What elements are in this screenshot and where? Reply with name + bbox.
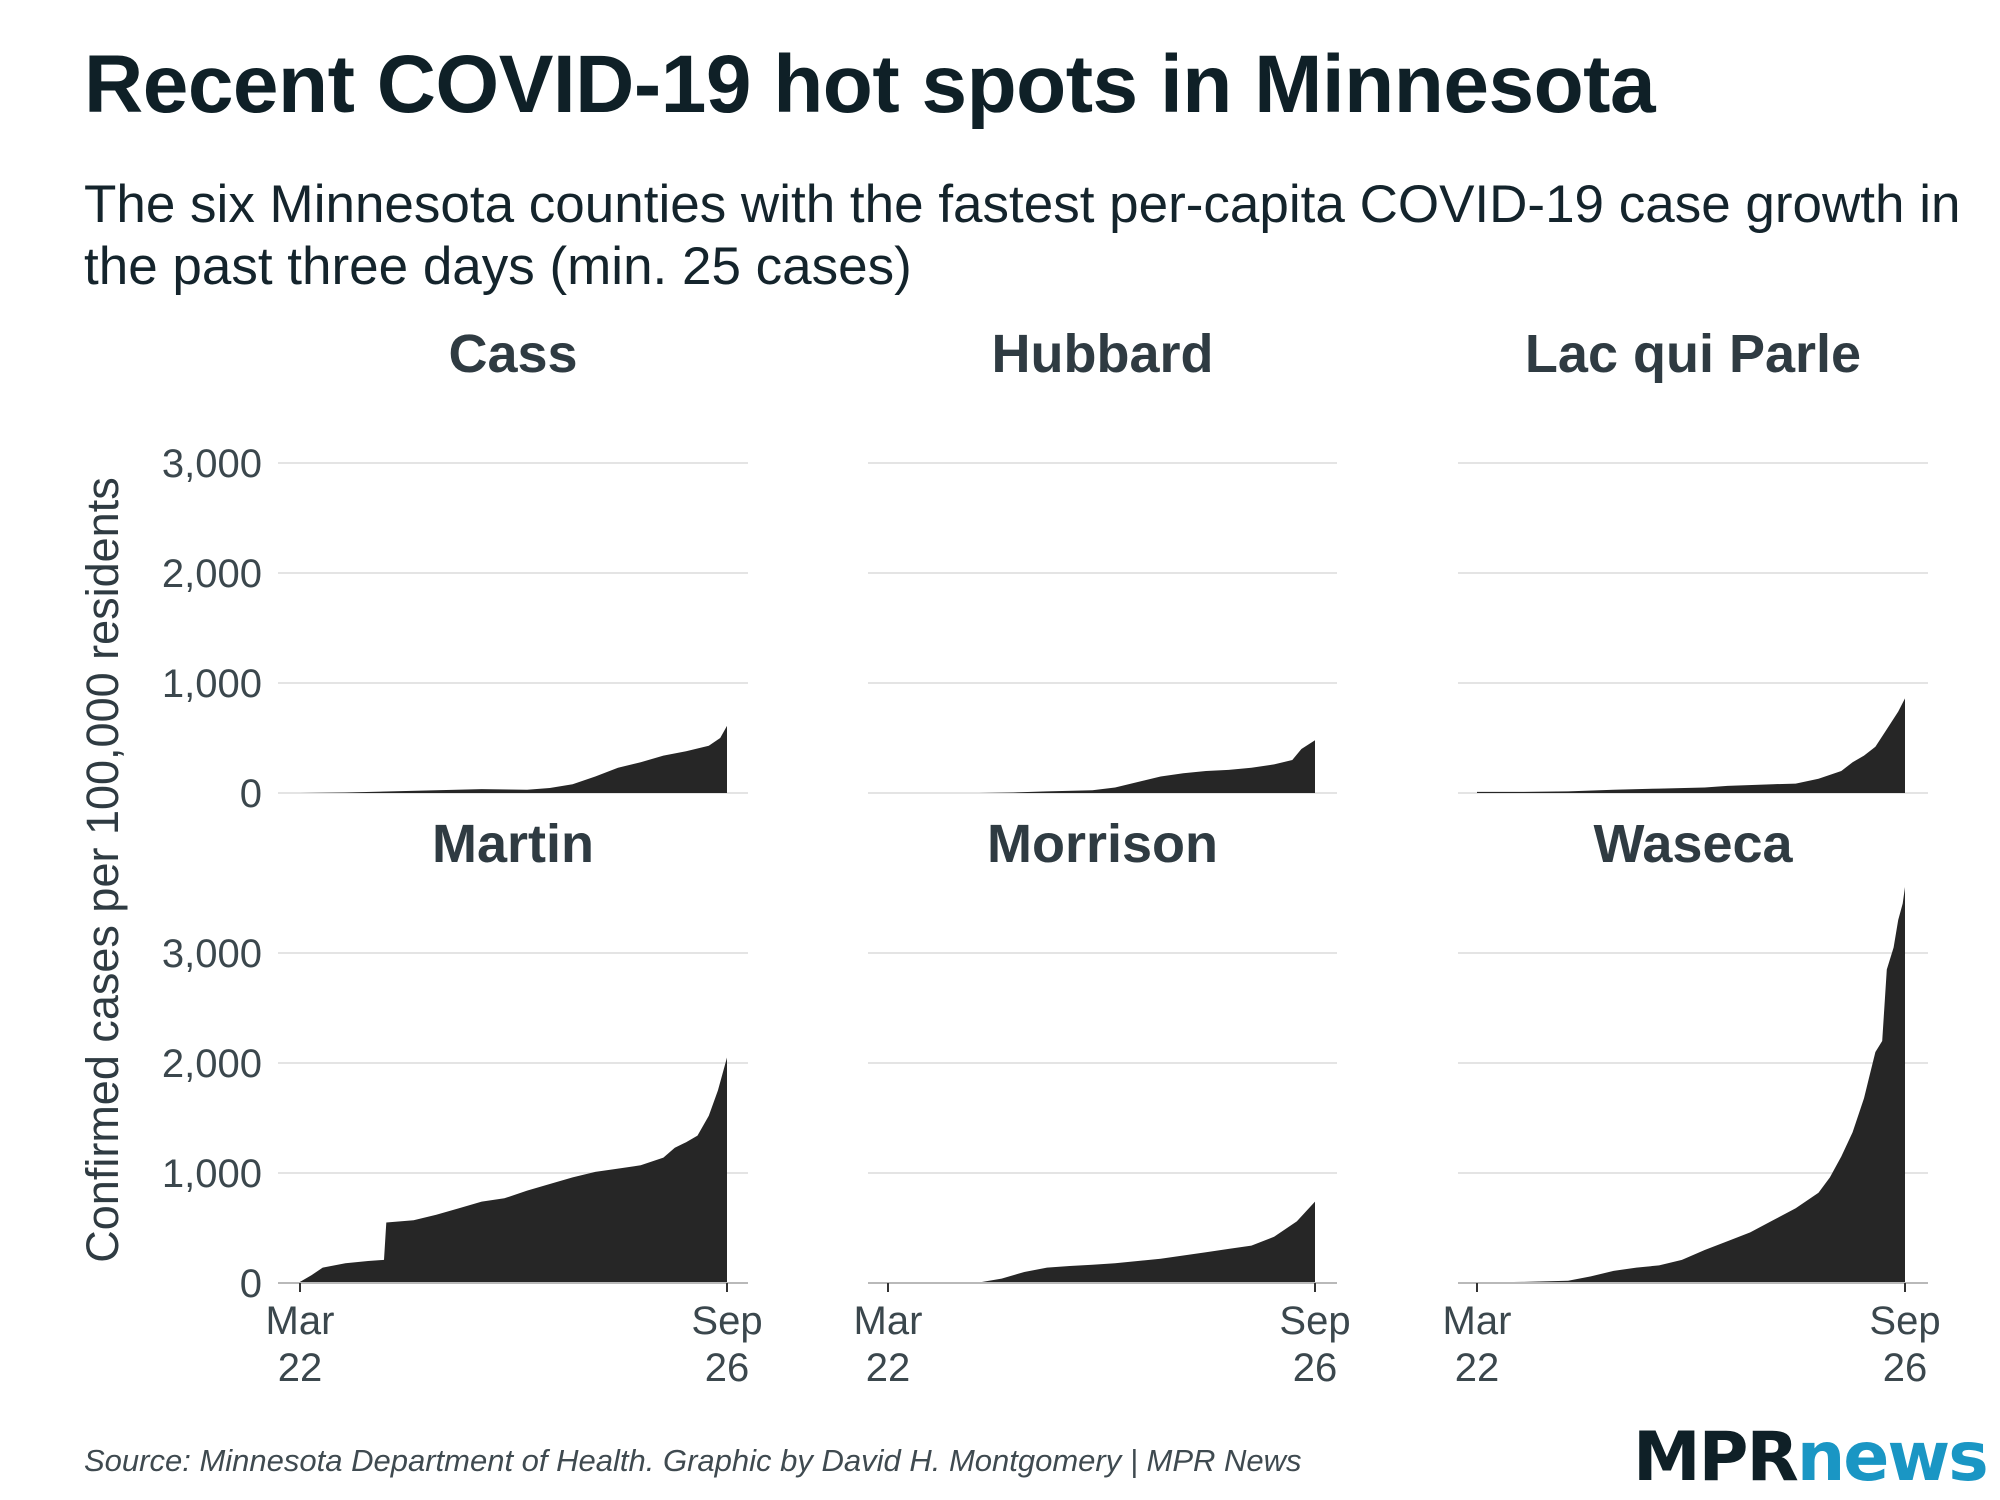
y-tick-label: 1,000 bbox=[162, 662, 262, 706]
panel-title: Morrison bbox=[987, 814, 1218, 874]
x-tick-label-month: Sep bbox=[1869, 1299, 1940, 1343]
y-tick-label: 0 bbox=[240, 772, 262, 816]
chart-subtitle: The six Minnesota counties with the fast… bbox=[84, 175, 1961, 296]
x-tick-label-day: 22 bbox=[278, 1346, 323, 1390]
panel-title: Lac qui Parle bbox=[1525, 324, 1861, 384]
mpr-news-logo: MPRnews bbox=[1633, 1418, 1989, 1497]
x-tick-label-month: Sep bbox=[1279, 1299, 1350, 1343]
area-series-martin bbox=[300, 1057, 727, 1283]
y-axis-label: Confirmed cases per 100,000 residents bbox=[77, 477, 128, 1262]
logo-mpr: MPR bbox=[1633, 1418, 1799, 1497]
y-tick-label: 2,000 bbox=[162, 552, 262, 596]
area-series-morrison bbox=[888, 1201, 1315, 1283]
source-note: Source: Minnesota Department of Health. … bbox=[84, 1443, 1302, 1478]
area-series-lac-qui-parle bbox=[1477, 698, 1905, 793]
area-series-cass bbox=[300, 725, 727, 793]
x-tick-label-month: Mar bbox=[854, 1299, 923, 1343]
area-series-hubbard bbox=[888, 740, 1315, 793]
y-tick-label: 2,000 bbox=[162, 1042, 262, 1086]
panel-title: Martin bbox=[432, 814, 594, 874]
x-tick-label-day: 22 bbox=[866, 1346, 911, 1390]
panel-hubbard: Hubbard bbox=[868, 324, 1337, 794]
panel-title: Hubbard bbox=[992, 324, 1214, 384]
logo-news: news bbox=[1796, 1418, 1989, 1497]
x-tick-label-month: Sep bbox=[691, 1299, 762, 1343]
x-tick-label-month: Mar bbox=[1443, 1299, 1512, 1343]
y-tick-label: 3,000 bbox=[162, 932, 262, 976]
panel-lac-qui-parle: Lac qui Parle bbox=[1458, 324, 1928, 794]
panel-title: Cass bbox=[448, 324, 577, 384]
panel-cass: Cass 0 1,000 2,000 3,000 bbox=[162, 324, 748, 816]
x-tick-label-month: Mar bbox=[266, 1299, 335, 1343]
y-tick-label: 0 bbox=[240, 1262, 262, 1306]
x-tick-label-day: 26 bbox=[705, 1346, 750, 1390]
area-series-waseca bbox=[1477, 887, 1905, 1283]
x-tick-label-day: 22 bbox=[1455, 1346, 1500, 1390]
x-tick-label-day: 26 bbox=[1293, 1346, 1338, 1390]
chart-title: Recent COVID-19 hot spots in Minnesota bbox=[84, 39, 1656, 130]
panel-title: Waseca bbox=[1593, 814, 1793, 874]
x-tick-label-day: 26 bbox=[1883, 1346, 1928, 1390]
y-tick-label: 1,000 bbox=[162, 1152, 262, 1196]
y-tick-label: 3,000 bbox=[162, 442, 262, 486]
